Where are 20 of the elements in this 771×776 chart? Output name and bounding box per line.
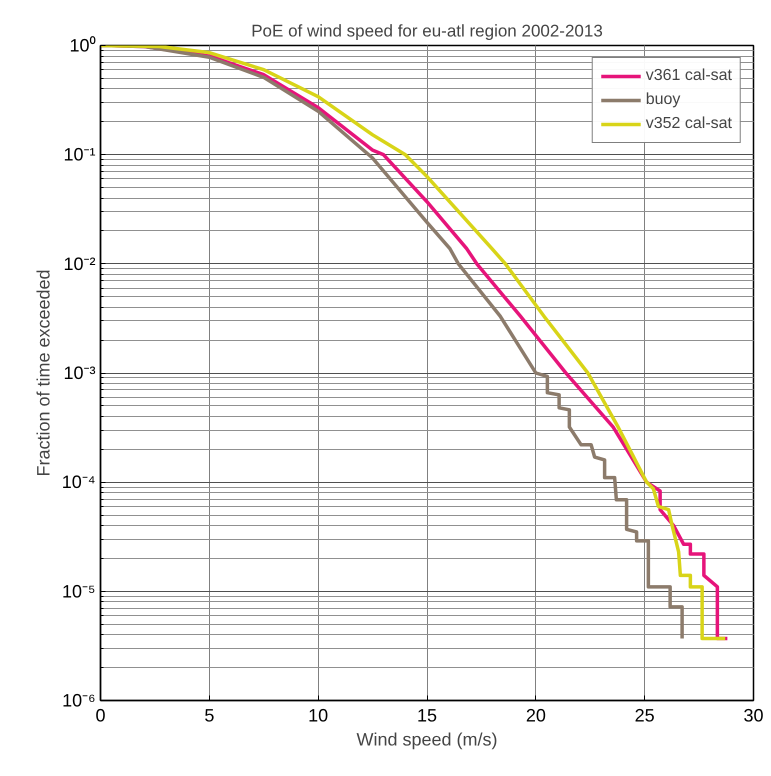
legend-label: buoy — [646, 91, 680, 109]
x-tick-label: 10 — [308, 706, 328, 726]
x-tick-label: 30 — [743, 706, 764, 726]
y-tick-label: 10⁻³ — [63, 363, 96, 383]
y-axis-title: Fraction of time exceeded — [34, 269, 54, 477]
y-tick-label: 10⁻⁵ — [62, 581, 96, 602]
y-tick-label: 10⁻⁴ — [62, 472, 96, 492]
x-tick-label: 25 — [634, 706, 655, 726]
y-tick-label: 10⁻¹ — [63, 144, 96, 165]
chart-title: PoE of wind speed for eu-atl region 2002-2013 — [251, 22, 603, 40]
x-tick-label: 0 — [95, 706, 106, 726]
legend-label: v361 cal-sat — [646, 67, 732, 85]
x-axis-title: Wind speed (m/s) — [356, 730, 498, 750]
x-tick-label: 20 — [526, 706, 546, 726]
x-tick-label: 5 — [204, 706, 214, 726]
x-tick-label: 15 — [416, 706, 438, 726]
y-tick-label: 10⁻⁶ — [62, 690, 96, 710]
legend-label: v352 cal-sat — [646, 115, 732, 133]
y-tick-label: 10⁰ — [69, 36, 96, 56]
y-tick-label: 10⁻² — [63, 254, 96, 274]
